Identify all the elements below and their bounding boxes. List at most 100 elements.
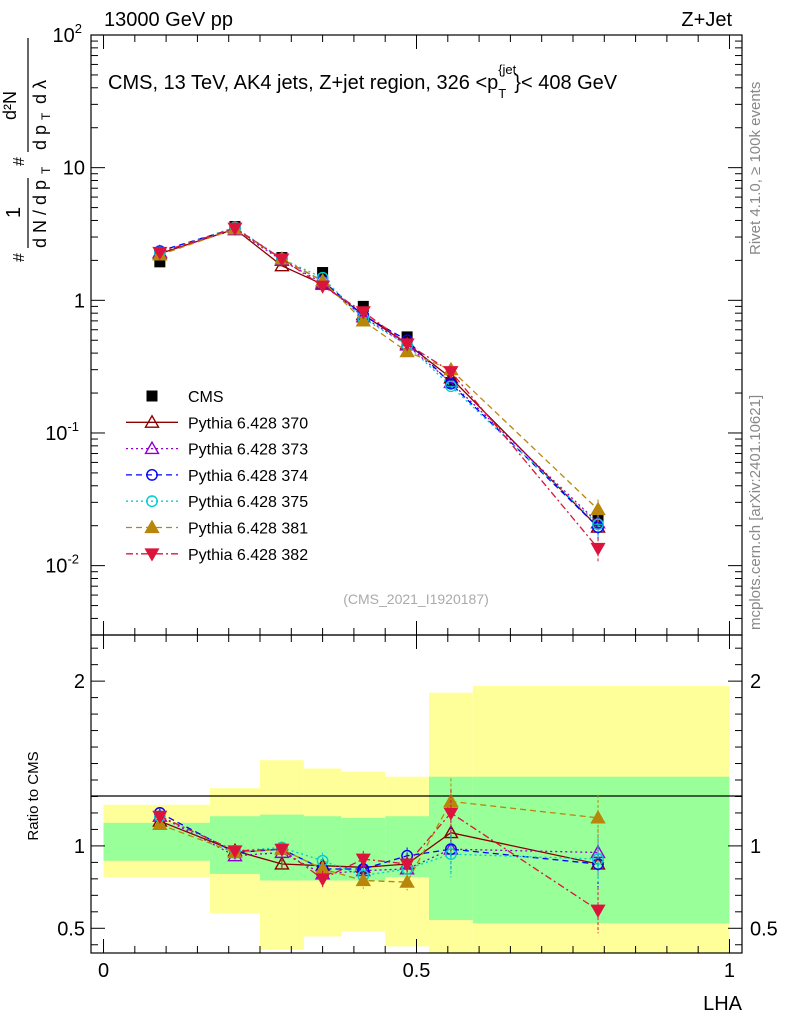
beam-label: 13000 GeV pp [104, 9, 233, 31]
legend-entry: CMS [146, 389, 224, 406]
mcplots-label: mcplots.cern.ch [arXiv:2401.10621] [747, 395, 764, 630]
ratio-data-point [355, 853, 371, 867]
main-axis-ticks: 10-2 10-1 1 10 102 [45, 21, 742, 636]
legend-label: Pythia 6.428 370 [188, 415, 308, 432]
ratio-data-point [152, 810, 168, 824]
main-data-point [227, 222, 243, 236]
legend: CMS Pythia 6.428 370 Pythia 6.428 373 Pythi… [126, 389, 308, 564]
main-data-point [355, 312, 371, 327]
svg-text:1: 1 [3, 207, 25, 218]
main-y-tick-label: 10-1 [45, 419, 79, 445]
svg-text:T: T [39, 112, 53, 120]
main-series-group [152, 221, 606, 563]
legend-entry: Pythia 6.428 370 [126, 414, 308, 432]
legend-entry: Pythia 6.428 381 [126, 519, 308, 538]
legend-label: Pythia 6.428 374 [188, 468, 308, 485]
main-y-tick-label: 10-2 [45, 552, 79, 578]
ratio-data-point [590, 904, 606, 918]
ratio-series-line [159, 812, 599, 870]
main-series-4 [153, 221, 604, 539]
main-data-point [154, 256, 166, 268]
main-plot-frame [90, 34, 743, 636]
analysis-watermark: (CMS_2021_I1920187) [343, 591, 489, 607]
main-series-line [159, 228, 599, 510]
legend-label: Pythia 6.428 381 [188, 521, 308, 538]
rivet-version-label: Rivet 4.1.0, ≥ 100k events [747, 82, 764, 255]
main-series-line [159, 228, 599, 528]
ratio-data-point [399, 858, 415, 872]
main-data-point [355, 306, 371, 320]
legend-entry: Pythia 6.428 382 [126, 547, 308, 564]
main-data-point [274, 253, 290, 267]
svg-text:d N / d p: d N / d p [30, 180, 50, 248]
ratio-series-line [159, 812, 599, 911]
legend-label: Pythia 6.428 373 [188, 442, 308, 459]
process-label: Z+Jet [681, 9, 732, 31]
main-data-point [443, 366, 459, 380]
main-data-point [399, 338, 415, 352]
main-y-tick-label: 1 [74, 290, 85, 312]
ratio-y-axis-label: Ratio to CMS [25, 751, 42, 840]
ratio-y-tick-label-right: 0.5 [750, 918, 778, 940]
legend-marker [146, 390, 158, 402]
svg-text:T: T [39, 166, 53, 174]
main-series-0 [154, 221, 604, 535]
ratio-axis-ticks: 0.5 0.5 1 1 2 2 0 0.5 1 [57, 635, 778, 982]
legend-marker [144, 519, 160, 534]
svg-text:#: # [11, 157, 28, 166]
ratio-series-group [152, 778, 606, 934]
ratio-y-tick-label-right: 1 [750, 836, 761, 858]
svg-text:#: # [11, 253, 28, 262]
ratio-y-tick-label-right: 2 [750, 671, 761, 693]
main-data-point [315, 280, 331, 294]
legend-marker [144, 440, 160, 455]
x-tick-label: 1 [724, 960, 735, 982]
ratio-data-point [355, 872, 371, 887]
legend-label: CMS [188, 389, 224, 406]
ratio-data-point [399, 874, 415, 888]
main-y-tick-label: 10 [63, 158, 85, 180]
ratio-data-point [274, 843, 290, 857]
main-data-point [590, 542, 606, 557]
ratio-panel: 0.5 0.5 1 1 2 2 0 0.5 1 Ratio to CMS LHA [25, 634, 778, 1015]
legend-marker [144, 548, 160, 562]
legend-marker [146, 468, 158, 481]
legend-marker [144, 414, 160, 428]
ratio-data-point [445, 848, 457, 861]
ratio-data-point [592, 853, 604, 865]
main-data-point [592, 518, 604, 531]
main-y-axis-label: # 1 d N / d p T # d²N d p T d λ [0, 38, 53, 262]
svg-text:d p: d p [30, 125, 50, 150]
main-y-tick-label: 102 [53, 21, 82, 47]
legend-entry: Pythia 6.428 375 [126, 494, 308, 511]
main-panel: 10-2 10-1 1 10 102 CMS, 13 TeV, AK4 jets, Z+… [0, 21, 743, 636]
x-tick-label: 0 [98, 960, 109, 982]
ratio-y-tick-label: 0.5 [57, 918, 85, 940]
ratio-y-tick-label: 2 [74, 671, 85, 693]
ratio-series-line [159, 800, 599, 883]
legend-label: Pythia 6.428 382 [188, 547, 308, 564]
ratio-uncertainty-bands [103, 686, 730, 953]
ratio-data-point [590, 809, 606, 824]
main-data-point [590, 501, 606, 516]
ratio-data-point [443, 807, 459, 821]
svg-text:d λ: d λ [30, 80, 50, 104]
legend-entry: Pythia 6.428 374 [126, 468, 308, 485]
legend-entry: Pythia 6.428 373 [126, 440, 308, 459]
ratio-y-tick-label: 1 [74, 836, 85, 858]
ratio-data-point [274, 856, 290, 870]
legend-label: Pythia 6.428 375 [188, 494, 308, 511]
ratio-data-point [227, 845, 243, 859]
x-tick-label: 0.5 [403, 960, 431, 982]
main-series-6 [152, 222, 606, 563]
main-series-2 [152, 221, 606, 537]
legend-marker [146, 495, 158, 508]
x-axis-label: LHA [703, 993, 743, 1015]
ratio-data-point [315, 873, 331, 887]
plot-title: CMS, 13 TeV, AK4 jets, Z+jet region, 326… [108, 62, 618, 101]
ratio-series-5 [152, 789, 606, 934]
svg-text:d²N: d²N [0, 91, 20, 120]
main-data-point [445, 380, 457, 393]
main-data-point [152, 246, 168, 261]
